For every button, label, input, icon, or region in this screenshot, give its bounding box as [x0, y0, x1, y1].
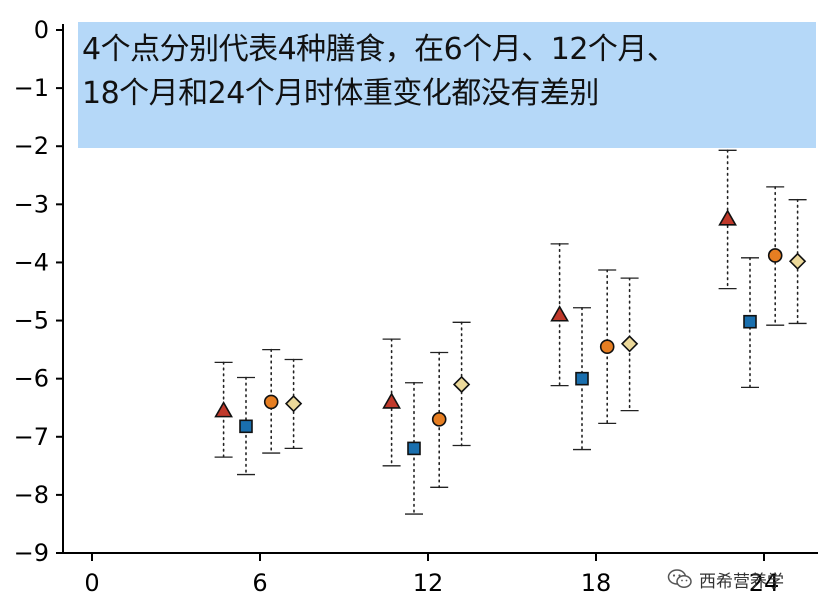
annotation-box: 4个点分别代表4种膳食，在6个月、12个月、 18个月和24个月时体重变化都没有…	[78, 22, 816, 148]
data-point-circle	[767, 248, 783, 263]
y-tick-label: −2	[14, 132, 49, 160]
y-tick-label: −7	[14, 423, 49, 451]
y-tick-label: −8	[14, 481, 49, 509]
x-tick-label: 6	[252, 569, 267, 597]
y-tick-label: 0	[34, 16, 49, 44]
annotation-line-2: 18个月和24个月时体重变化都没有差别	[82, 76, 599, 111]
data-point-triangle	[214, 401, 233, 418]
watermark: 西希营养学	[667, 566, 784, 592]
series-diamond	[284, 198, 807, 450]
series-square	[237, 256, 759, 515]
data-point-square	[239, 419, 253, 434]
x-tick-label: 24	[749, 569, 780, 597]
data-point-diamond	[620, 335, 639, 353]
x-tick-label: 12	[413, 569, 444, 597]
x-tick-label: 0	[84, 569, 99, 597]
data-point-diamond	[284, 395, 303, 413]
series-triangle	[214, 149, 737, 467]
data-point-circle	[431, 412, 447, 427]
y-tick-label: −3	[14, 190, 49, 218]
y-tick-label: −9	[14, 539, 49, 567]
y-tick-label: −1	[14, 74, 49, 102]
x-tick-label: 18	[581, 569, 612, 597]
data-point-square	[743, 314, 757, 329]
wechat-icon	[667, 569, 692, 589]
annotation-line-1: 4个点分别代表4种膳食，在6个月、12个月、	[82, 32, 677, 67]
data-point-triangle	[550, 305, 569, 322]
y-tick-label: −4	[14, 248, 49, 276]
y-tick-label: −5	[14, 307, 49, 335]
y-tick-label: −6	[14, 365, 49, 393]
data-point-circle	[599, 339, 615, 355]
data-point-square	[407, 441, 421, 456]
data-point-square	[575, 371, 589, 386]
data-point-diamond	[788, 252, 807, 270]
watermark-text: 西希营养学	[699, 571, 784, 592]
series-circle	[262, 186, 785, 489]
data-point-circle	[263, 394, 279, 410]
data-point-diamond	[452, 375, 471, 394]
data-point-triangle	[718, 209, 737, 226]
data-point-triangle	[382, 392, 401, 409]
